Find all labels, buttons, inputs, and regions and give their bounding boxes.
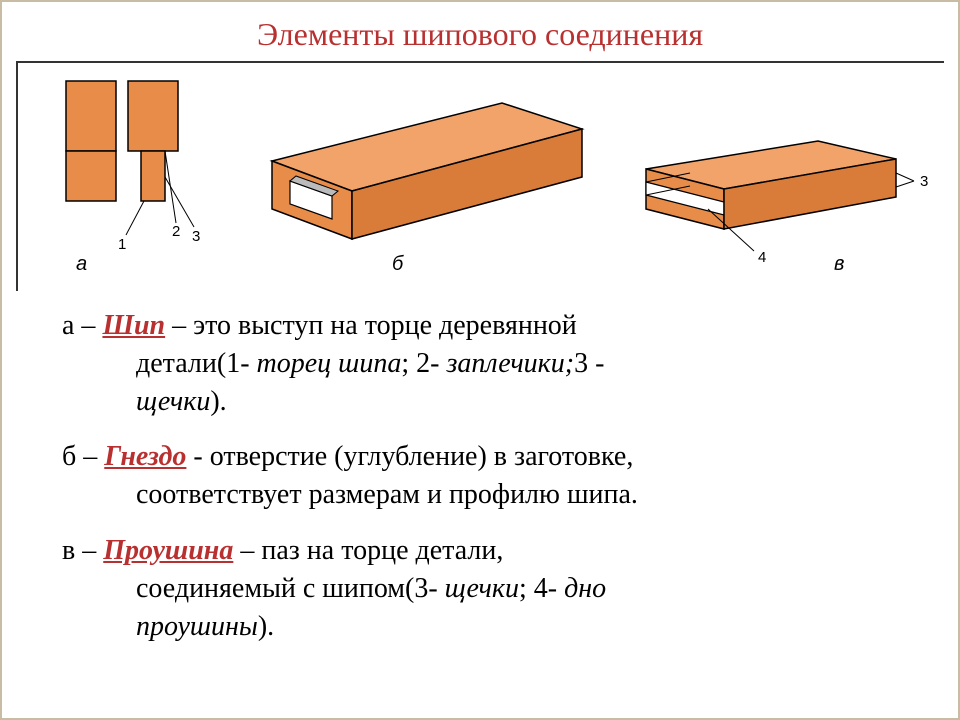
def-a-line3: щечки). <box>62 383 898 421</box>
def-a-it2: заплечики; <box>446 348 574 379</box>
def-a-it1: торец шипа <box>257 348 402 379</box>
def-a-r4: 3 - <box>574 348 604 379</box>
term-b: Гнездо <box>104 441 186 472</box>
label-b: б <box>392 253 403 276</box>
label-1: 1 <box>118 236 126 253</box>
def-v-it2: дно <box>564 573 606 604</box>
def-b-r1: - отверстие (углубление) в заготовке, <box>186 441 633 472</box>
shape-a <box>62 77 202 257</box>
def-a: а – Шип – это выступ на торце деревянной… <box>62 307 898 420</box>
def-v-letter: в – <box>62 535 103 566</box>
def-a-r2: детали(1- <box>136 348 257 379</box>
label-3a: 3 <box>192 228 200 245</box>
label-a: а <box>76 253 87 276</box>
def-b-line2: соответствует размерам и профилю шипа. <box>62 476 898 514</box>
label-v: в <box>834 253 844 276</box>
def-a-r3: ; 2- <box>401 348 446 379</box>
diagram-container: 1 2 3 а б <box>16 61 944 291</box>
def-v-r4: ). <box>258 611 274 642</box>
def-b-letter: б – <box>62 441 104 472</box>
label-4: 4 <box>758 249 766 266</box>
def-b: б – Гнездо - отверстие (углубление) в за… <box>62 438 898 514</box>
definitions: а – Шип – это выступ на торце деревянной… <box>2 291 958 645</box>
page: Элементы шипового соединения 1 2 3 а <box>0 0 960 720</box>
label-3b: 3 <box>920 173 928 190</box>
def-v-it3: проушины <box>136 611 258 642</box>
def-v-r1: – паз на торце детали, <box>233 535 503 566</box>
page-title: Элементы шипового соединения <box>2 2 958 61</box>
term-a: Шип <box>102 310 165 341</box>
shape-v <box>638 133 928 273</box>
def-a-it3: щечки <box>136 386 210 417</box>
def-a-r1: – это выступ на торце деревянной <box>165 310 577 341</box>
def-a-letter: а – <box>62 310 102 341</box>
shape-b <box>262 91 602 261</box>
def-a-r5: ). <box>210 386 226 417</box>
def-v-r3: ; 4- <box>519 573 564 604</box>
diagram-shapes: 1 2 3 а б <box>18 63 944 291</box>
def-v-r2: соединяемый с шипом(3- <box>136 573 445 604</box>
def-a-line2: детали(1- торец шипа; 2- заплечики;3 - <box>62 345 898 383</box>
def-v-it1: щечки <box>445 573 519 604</box>
def-b-r2: соответствует размерам и профилю шипа. <box>136 479 638 510</box>
def-v-line3: проушины). <box>62 608 898 646</box>
label-2: 2 <box>172 223 180 240</box>
title-text: Элементы шипового соединения <box>257 16 703 52</box>
term-v: Проушина <box>103 535 233 566</box>
def-v-line2: соединяемый с шипом(3- щечки; 4- дно <box>62 570 898 608</box>
def-v: в – Проушина – паз на торце детали, соед… <box>62 532 898 645</box>
